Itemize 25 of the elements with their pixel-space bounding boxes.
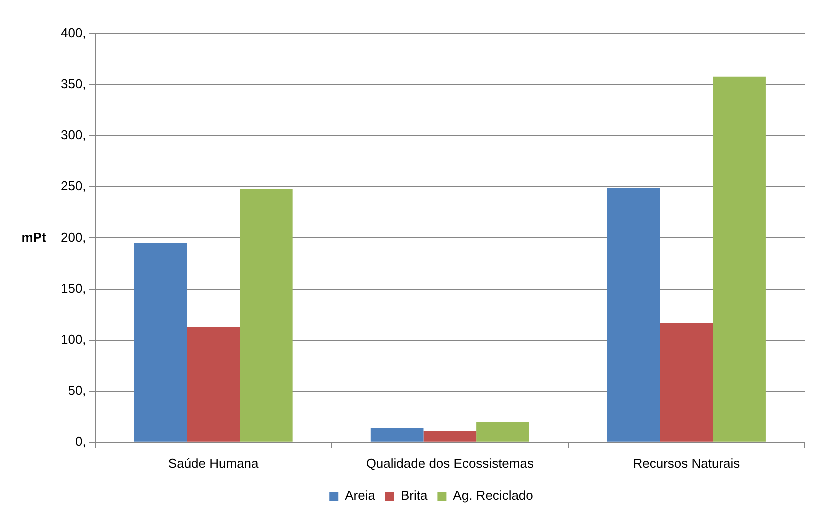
- bar: [713, 76, 766, 442]
- bar: [134, 243, 188, 442]
- x-tick-label: Recursos Naturais: [633, 456, 741, 471]
- x-tick-label: Saúde Humana: [168, 456, 260, 471]
- legend-label: Brita: [400, 488, 428, 504]
- y-tick-label: 200,: [60, 230, 86, 245]
- bar: [240, 189, 293, 442]
- y-tick-label: 400,: [60, 26, 86, 41]
- y-tick-label: 50,: [68, 382, 86, 398]
- bar: [424, 431, 477, 442]
- bar: [187, 327, 240, 442]
- y-tick-label: 100,: [60, 332, 86, 347]
- y-tick-label: 0,: [75, 434, 86, 449]
- legend-label: Areia: [345, 488, 376, 504]
- bar: [476, 422, 530, 442]
- x-tick-label: Qualidade dos Ecossistemas: [366, 456, 534, 471]
- legend-label: Ag. Reciclado: [453, 488, 534, 504]
- y-tick-label: 150,: [60, 280, 86, 296]
- y-tick-label: 300,: [60, 128, 86, 143]
- bar: [370, 428, 424, 442]
- y-axis-title: mPt: [22, 230, 47, 245]
- bar: [660, 322, 714, 442]
- bar: [607, 188, 660, 442]
- y-tick-label: 350,: [60, 76, 86, 92]
- y-tick-label: 250,: [60, 178, 86, 194]
